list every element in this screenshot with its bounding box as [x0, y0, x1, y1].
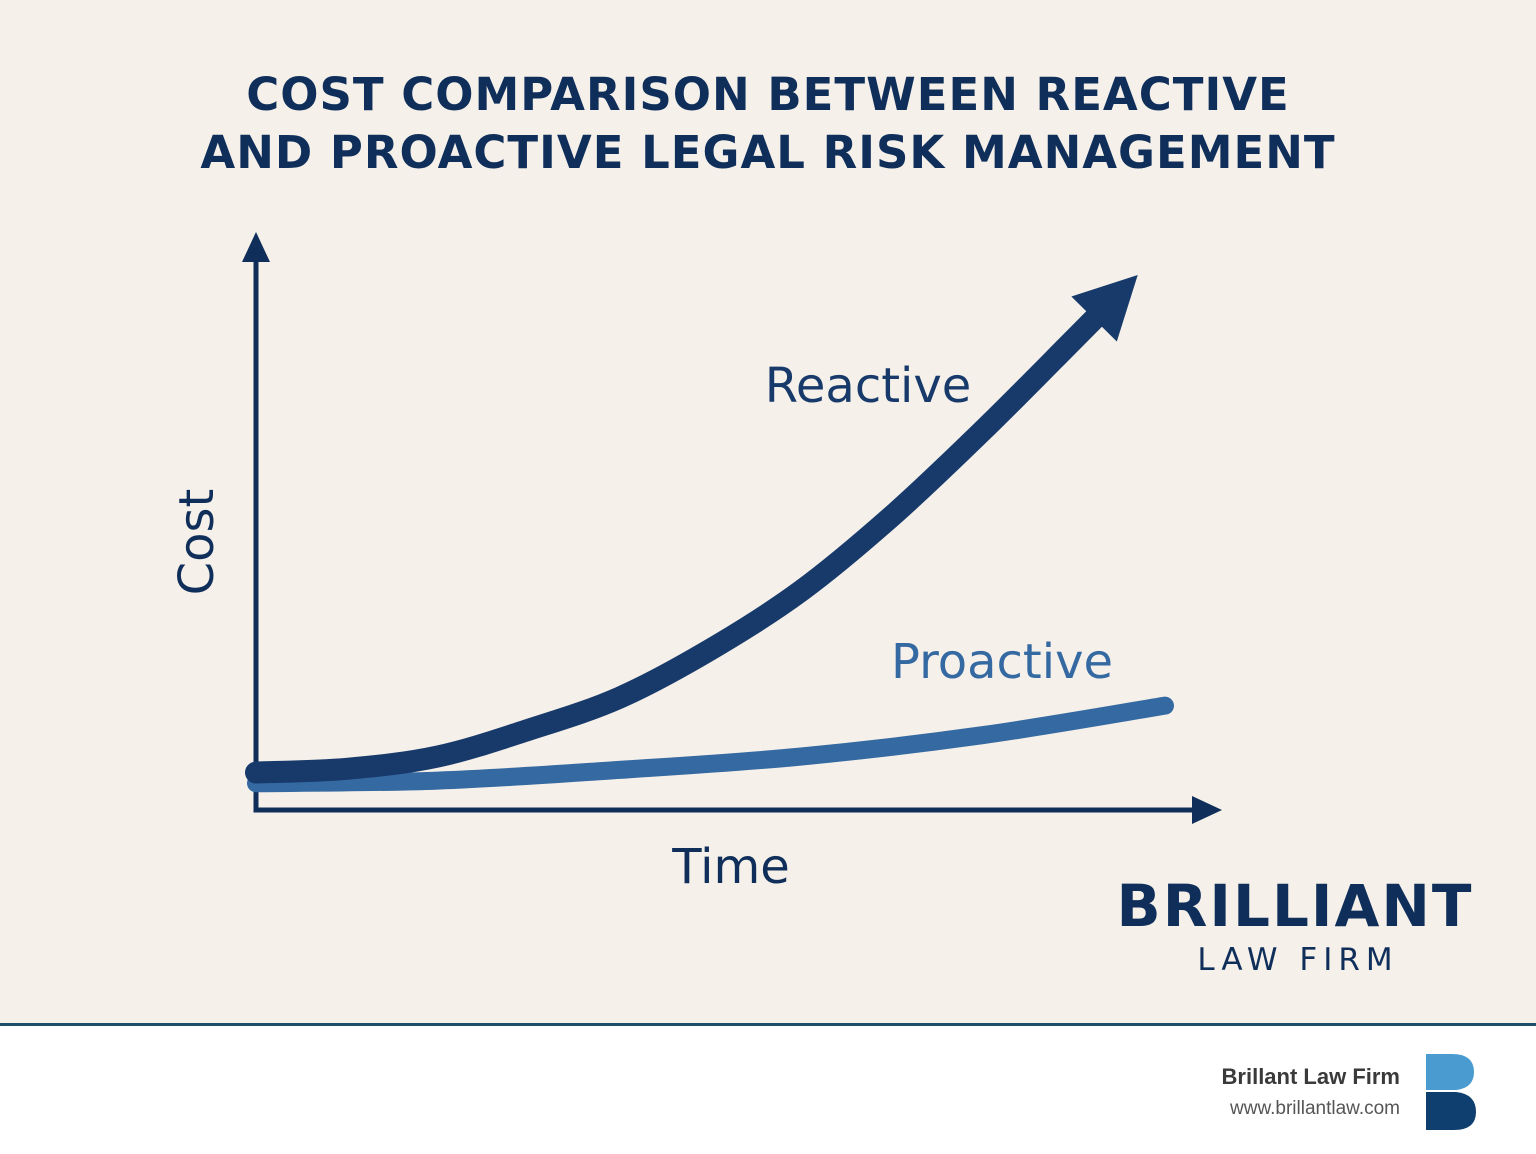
b-letter-logo-icon [1426, 1054, 1476, 1130]
footer-url[interactable]: www.brillantlaw.com [1230, 1098, 1400, 1119]
proactive-label: Proactive [891, 634, 1113, 690]
axes [242, 232, 1222, 824]
y-axis-label: Cost [169, 489, 225, 596]
series-lines [245, 275, 1174, 793]
brand-name: BRILLIANT [1116, 872, 1474, 940]
footer-firm-name: Brillant Law Firm [1221, 1064, 1400, 1089]
footer-info: Brillant Law Firm www.brillantlaw.com [1222, 1062, 1400, 1124]
reactive-label: Reactive [765, 358, 972, 414]
x-axis-arrow [1192, 796, 1222, 824]
proactive-line [247, 696, 1174, 793]
chart-title: COST COMPARISON BETWEEN REACTIVE AND PRO… [0, 66, 1536, 182]
chart-title-line-1: COST COMPARISON BETWEEN REACTIVE [246, 68, 1290, 121]
brand-logo: BRILLIANT LAW FIRM [1090, 872, 1500, 980]
x-axis-label: Time [671, 839, 789, 895]
chart-labels: Reactive Proactive Time Cost [169, 358, 1113, 895]
reactive-line [245, 290, 1123, 784]
reactive-arrowhead [1071, 275, 1138, 342]
brand-subtitle: LAW FIRM [1197, 942, 1399, 978]
chart-title-line-2: AND PROACTIVE LEGAL RISK MANAGEMENT [200, 126, 1336, 179]
line-chart: Reactive Proactive Time Cost [169, 232, 1222, 895]
footer-divider [0, 1023, 1536, 1026]
y-axis-arrow [242, 232, 270, 262]
